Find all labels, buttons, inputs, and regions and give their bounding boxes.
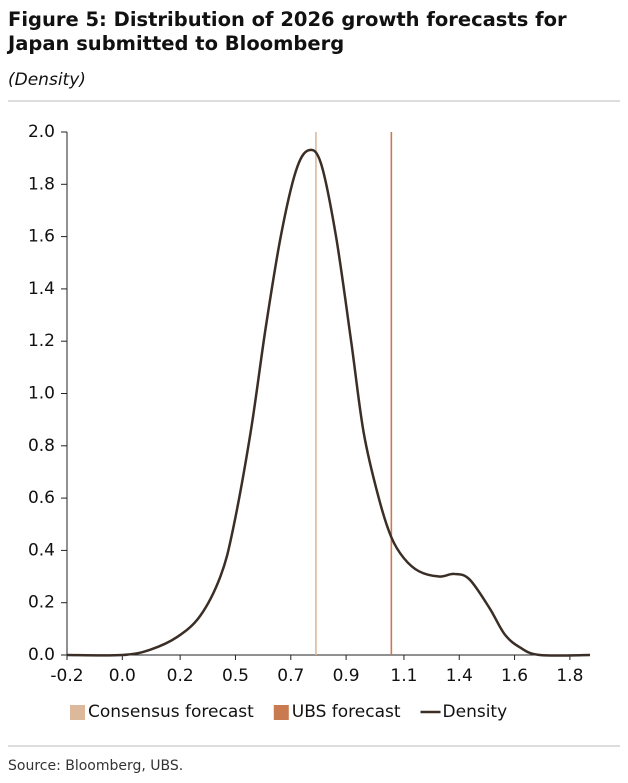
x-tick-label: 0.5	[222, 666, 249, 686]
x-tick-label: -0.2	[50, 666, 83, 686]
legend-swatch	[273, 705, 289, 720]
y-tick-label: 0.8	[28, 436, 55, 456]
y-tick-label: 0.6	[28, 488, 55, 508]
source-note: Source: Bloomberg, UBS.	[8, 758, 184, 774]
y-tick-label: 1.8	[28, 174, 55, 194]
legend-label: Consensus forecast	[88, 702, 254, 722]
density-line	[66, 148, 591, 657]
x-tick-label: 1.8	[556, 666, 583, 686]
legend-label: Density	[443, 702, 508, 722]
x-tick-label: 0.9	[333, 666, 360, 686]
legend-label: UBS forecast	[292, 702, 401, 722]
x-tick-label: 1.1	[390, 666, 417, 686]
x-tick-label: 0.7	[277, 666, 304, 686]
y-tick-label: 1.0	[28, 384, 55, 404]
x-tick-label: 0.0	[109, 666, 136, 686]
legend-swatch	[70, 705, 85, 720]
y-tick-label: 0.4	[28, 540, 55, 560]
y-tick-label: 0.0	[28, 645, 55, 665]
x-tick-label: 1.6	[501, 666, 528, 686]
y-tick-label: 1.6	[28, 227, 55, 247]
y-tick-label: 1.2	[28, 331, 55, 351]
y-tick-label: 0.2	[28, 593, 55, 613]
x-tick-label: 1.4	[446, 666, 473, 686]
y-tick-label: 2.0	[28, 122, 55, 142]
chart-title: Figure 5: Distribution of 2026 growth fo…	[8, 8, 567, 55]
x-tick-label: 0.2	[167, 666, 194, 686]
y-tick-label: 1.4	[28, 279, 55, 299]
chart-subtitle: (Density)	[8, 70, 86, 90]
